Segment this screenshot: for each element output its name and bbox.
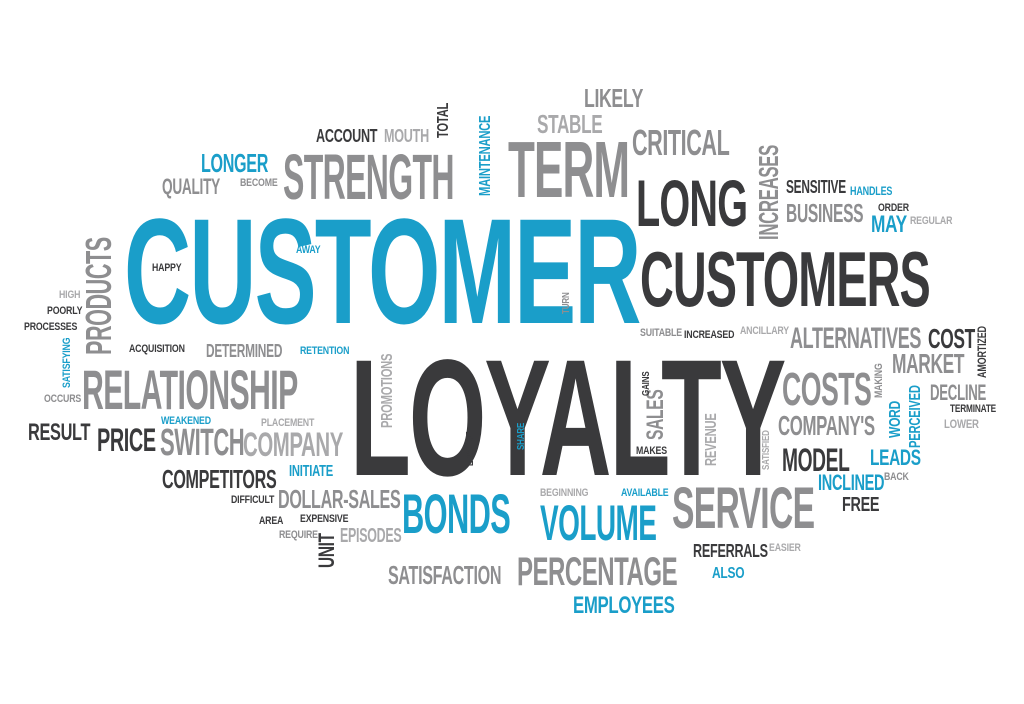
word-mouth: MOUTH: [384, 126, 429, 146]
word-likely: LIKELY: [584, 83, 644, 113]
word-placement: PLACEMENT: [261, 417, 315, 429]
word-company: COMPANY: [243, 426, 343, 464]
word-maintenance: MAINTENANCE: [477, 115, 494, 196]
word-may: MAY: [871, 211, 907, 238]
word-competitors: COMPETITORS: [162, 464, 277, 494]
word-result: RESULT: [28, 419, 91, 446]
word-service: SERVICE: [672, 476, 815, 541]
word-longer: LONGER: [201, 148, 269, 178]
word-regular: REGULAR: [910, 215, 953, 227]
word-model: MODEL: [782, 442, 850, 478]
word-products: PRODUCTS: [78, 237, 119, 355]
word-free: FREE: [842, 494, 880, 516]
word-total: TOTAL: [435, 102, 452, 138]
word-quality: QUALITY: [162, 174, 220, 199]
word-available: AVAILABLE: [621, 487, 669, 499]
word-expensive: EXPENSIVE: [300, 513, 349, 525]
word-poorly: POORLY: [47, 305, 83, 317]
word-leads: LEADS: [870, 445, 921, 470]
word-also: ALSO: [712, 565, 745, 582]
word-acquisition: ACQUISITION: [129, 343, 185, 355]
word-makes: MAKES: [636, 445, 667, 457]
word-terminate: TERMINATE: [950, 403, 997, 415]
word-strength: STRENGTH: [283, 141, 455, 213]
word-handles: HANDLES: [850, 184, 893, 198]
word-amortized: AMORTIZED: [975, 326, 989, 378]
word-costs: COSTS: [782, 363, 872, 415]
word-switch: SWITCH: [160, 422, 245, 464]
word-revenue: REVENUE: [703, 413, 720, 466]
word-loyalty: LOYALTY: [350, 326, 786, 511]
word-episode: EPISODE: [465, 431, 476, 466]
word-back: BACK: [884, 471, 909, 483]
word-cost: COST: [928, 323, 975, 354]
word-referrals: REFERRALS: [693, 541, 768, 561]
word-percentage: PERCENTAGE: [517, 550, 678, 594]
word-beginning: BEGINNING: [540, 487, 589, 499]
word-lower: LOWER: [944, 417, 979, 431]
word-employees: EMPLOYEES: [573, 592, 675, 619]
word-become: BECOME: [240, 177, 278, 189]
word-retention: RETENTION: [300, 345, 350, 357]
word-price: PRICE: [97, 422, 156, 458]
word-sensitive: SENSITIVE: [786, 177, 846, 197]
word-market: MARKET: [892, 348, 965, 379]
word-difficult: DIFFICULT: [231, 494, 275, 506]
word-decline: DECLINE: [930, 380, 987, 405]
word-business: BUSINESS: [786, 198, 864, 228]
word-away: AWAY: [296, 244, 321, 256]
word-promotions: PROMOTIONS: [379, 353, 396, 428]
word-satisfied: SATISFIED: [761, 430, 772, 470]
word-word: WORD: [887, 400, 904, 438]
word-share: SHARE: [516, 422, 527, 450]
word-dollar-sales: DOLLAR-SALES: [278, 484, 401, 514]
word-determined: DETERMINED: [206, 341, 283, 361]
word-episodes: EPISODES: [340, 525, 402, 547]
word-satisfaction: SATISFACTION: [388, 560, 502, 590]
word-alternatives: ALTERNATIVES: [790, 322, 922, 355]
word-term: TERM: [508, 125, 630, 214]
word-bonds: BONDS: [402, 482, 511, 545]
word-suitable: SUITABLE: [640, 327, 682, 339]
word-perceived: PERCEIVED: [907, 385, 924, 448]
word-require: REQUIRE: [279, 529, 318, 541]
word-stable: STABLE: [537, 109, 603, 139]
word-increased: INCREASED: [684, 329, 735, 341]
word-occurs: OCCURS: [44, 393, 82, 405]
word-easier: EASIER: [769, 542, 801, 554]
word-initiate: INITIATE: [289, 463, 334, 480]
word-account: ACCOUNT: [316, 126, 378, 146]
word-high: HIGH: [59, 289, 81, 301]
word-gains: GAINS: [641, 371, 652, 396]
word-ancillary: ANCILLARY: [740, 325, 789, 337]
word-turn: TURN: [561, 292, 572, 314]
word-sales: SALES: [642, 389, 669, 440]
word-customers: CUSTOMERS: [640, 235, 931, 323]
word-inclined: INCLINED: [818, 470, 885, 495]
word-unit: UNIT: [314, 533, 339, 568]
word-order: ORDER: [878, 202, 909, 214]
word-long: LONG: [636, 166, 748, 240]
word-area: AREA: [259, 515, 284, 527]
word-satisfying: SATISFYING: [61, 337, 73, 388]
word-relationship: RELATIONSHIP: [82, 358, 298, 421]
word-companys: COMPANY'S: [778, 410, 875, 441]
word-critical: CRITICAL: [632, 122, 730, 163]
word-increases: INCREASES: [753, 145, 784, 240]
word-customer: CUSTOMER: [124, 187, 641, 355]
word-volume: VOLUME: [540, 495, 657, 551]
word-happy: HAPPY: [152, 262, 182, 274]
word-making: MAKING: [873, 363, 885, 398]
word-weakened: WEAKENED: [161, 415, 211, 427]
word-processes: PROCESSES: [24, 321, 78, 333]
